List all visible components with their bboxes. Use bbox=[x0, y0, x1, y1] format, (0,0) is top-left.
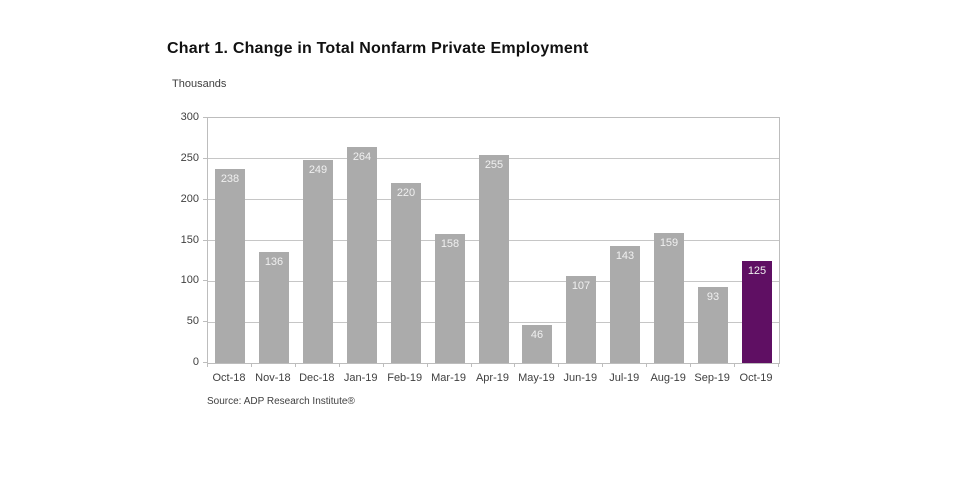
chart-title: Chart 1. Change in Total Nonfarm Private… bbox=[167, 40, 589, 57]
source-note: Source: ADP Research Institute® bbox=[207, 396, 355, 407]
bar-Oct-18: 238 bbox=[215, 169, 245, 363]
y-axis-tick-label: 300 bbox=[180, 111, 199, 123]
x-axis-tick bbox=[383, 363, 384, 367]
x-axis-tick-label: Mar-19 bbox=[431, 372, 466, 384]
bar-May-19: 46 bbox=[522, 325, 552, 363]
bar-Jan-19: 264 bbox=[347, 147, 377, 363]
y-axis-tick bbox=[203, 157, 207, 159]
y-axis-tick bbox=[203, 321, 207, 323]
x-axis-tick-label: Feb-19 bbox=[387, 372, 423, 384]
x-axis-tick bbox=[207, 363, 208, 367]
bar-value-label: 264 bbox=[352, 151, 372, 163]
x-axis-tick bbox=[602, 363, 603, 367]
x-axis-tick bbox=[778, 363, 779, 367]
x-axis-tick-label: Nov-18 bbox=[255, 372, 291, 384]
bar-Oct-19: 125 bbox=[742, 261, 772, 363]
bar-Jun-19: 107 bbox=[566, 276, 596, 363]
y-axis-tick bbox=[203, 239, 207, 241]
y-axis-tick bbox=[203, 117, 207, 118]
x-axis-tick-label: Sep-19 bbox=[694, 372, 730, 384]
y-axis-tick bbox=[203, 280, 207, 282]
bar-Jul-19: 143 bbox=[610, 246, 640, 363]
y-axis-tick-label: 100 bbox=[180, 274, 199, 287]
bar-value-label: 158 bbox=[440, 238, 460, 250]
plot-area: 238 136 249 264 220 158 255 46 107 143 159 93 125 bbox=[207, 117, 780, 364]
y-axis-tick-label: 200 bbox=[180, 192, 199, 205]
bar-value-label: 107 bbox=[571, 280, 591, 292]
x-axis-tick bbox=[690, 363, 691, 367]
x-axis-tick-label: Jan-19 bbox=[343, 372, 378, 384]
x-axis-tick-label: May-19 bbox=[518, 372, 555, 384]
bar-value-label: 249 bbox=[308, 164, 328, 176]
x-axis-tick bbox=[558, 363, 559, 367]
x-axis-tick bbox=[339, 363, 340, 367]
bar-value-label: 238 bbox=[220, 173, 240, 185]
bar-value-label: 220 bbox=[396, 187, 416, 199]
y-axis-tick bbox=[203, 198, 207, 200]
bar-Feb-19: 220 bbox=[391, 183, 421, 363]
y-axis-tick-label: 0 bbox=[192, 356, 199, 368]
x-axis-tick bbox=[427, 363, 428, 367]
y-axis-tick-label: 150 bbox=[180, 233, 199, 246]
bar-value-label: 136 bbox=[264, 256, 284, 268]
x-axis-tick-label: Dec-18 bbox=[299, 372, 335, 384]
bar-value-label: 46 bbox=[530, 329, 544, 341]
x-axis-tick bbox=[251, 363, 252, 367]
x-axis-tick-label: Apr-19 bbox=[475, 372, 509, 384]
x-axis-tick-label: Oct-19 bbox=[739, 372, 773, 384]
bar-Nov-18: 136 bbox=[259, 252, 289, 363]
bar-Dec-18: 249 bbox=[303, 160, 333, 363]
y-axis-tick-label: 250 bbox=[180, 151, 199, 164]
bar-Mar-19: 158 bbox=[435, 234, 465, 363]
x-axis-tick bbox=[471, 363, 472, 367]
x-axis-tick-label: Oct-18 bbox=[212, 372, 246, 384]
bar-Apr-19: 255 bbox=[479, 155, 509, 363]
y-axis-units-label: Thousands bbox=[172, 78, 227, 90]
x-axis-tick bbox=[646, 363, 647, 367]
bar-value-label: 255 bbox=[484, 159, 504, 171]
bar-value-label: 159 bbox=[659, 237, 679, 249]
bar-value-label: 125 bbox=[747, 265, 767, 277]
bar-Sep-19: 93 bbox=[698, 287, 728, 363]
x-axis-tick bbox=[514, 363, 515, 367]
x-axis-tick-label: Jun-19 bbox=[563, 372, 598, 384]
x-axis-tick bbox=[295, 363, 296, 367]
y-axis-tick-label: 50 bbox=[186, 315, 199, 328]
y-axis-tick bbox=[203, 362, 207, 363]
bar-value-label: 93 bbox=[706, 291, 720, 303]
x-axis-tick-label: Aug-19 bbox=[650, 372, 686, 384]
bar-Aug-19: 159 bbox=[654, 233, 684, 363]
bar-value-label: 143 bbox=[615, 250, 635, 262]
x-axis-tick-label: Jul-19 bbox=[609, 372, 640, 384]
x-axis-tick bbox=[734, 363, 735, 367]
